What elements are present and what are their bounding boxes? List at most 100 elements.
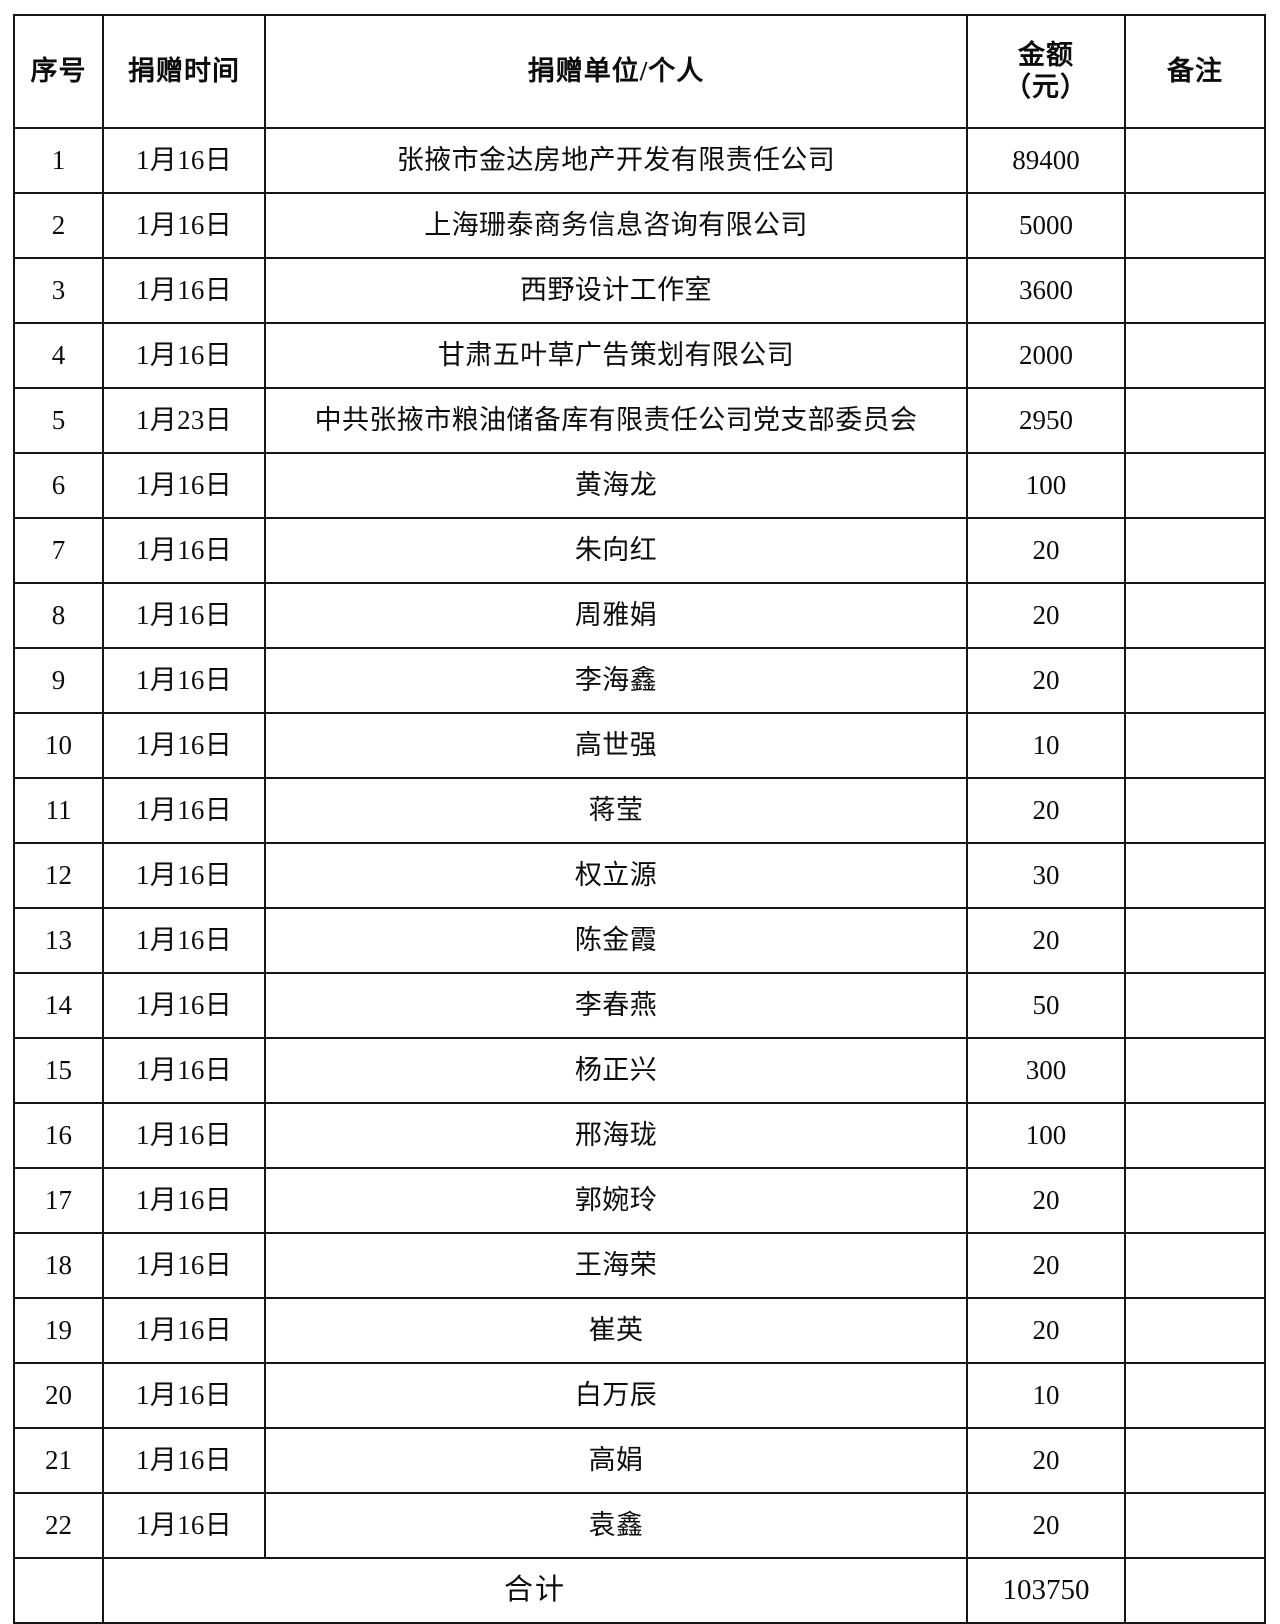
document-page: 序号 捐赠时间 捐赠单位/个人 金额 （元） 备注 1 1月16日 张掖市金达房地产… — [13, 14, 1266, 1624]
row-index: 7 — [13, 517, 104, 584]
row-note — [1124, 1037, 1266, 1104]
table-header: 序号 捐赠时间 捐赠单位/个人 金额 （元） 备注 — [13, 14, 1266, 129]
row-index: 4 — [13, 322, 104, 389]
row-note — [1124, 387, 1266, 454]
row-index: 1 — [13, 127, 104, 194]
row-donation-date: 1月16日 — [102, 777, 266, 844]
table-row: 20 1月16日 白万辰 10 — [13, 1362, 1266, 1429]
table-row: 5 1月23日 中共张掖市粮油储备库有限责任公司党支部委员会 2950 — [13, 387, 1266, 454]
total-label: 合计 — [102, 1557, 968, 1624]
row-donor-name: 黄海龙 — [264, 452, 968, 519]
table-row: 2 1月16日 上海珊泰商务信息咨询有限公司 5000 — [13, 192, 1266, 259]
column-header-amount-line1: 金额 — [1018, 39, 1074, 70]
row-amount: 5000 — [966, 192, 1126, 259]
row-note — [1124, 582, 1266, 649]
row-donor-name: 西野设计工作室 — [264, 257, 968, 324]
row-note — [1124, 1297, 1266, 1364]
row-donor-name: 甘肃五叶草广告策划有限公司 — [264, 322, 968, 389]
column-header-amount-line2: （元） — [1004, 71, 1088, 102]
row-note — [1124, 1167, 1266, 1234]
table-total-row: 合计 103750 — [13, 1557, 1266, 1624]
table-body: 1 1月16日 张掖市金达房地产开发有限责任公司 89400 2 1月16日 上海珊泰商务信… — [13, 127, 1266, 1624]
donation-detail-table: 序号 捐赠时间 捐赠单位/个人 金额 （元） 备注 1 1月16日 张掖市金达房地产… — [13, 14, 1266, 1624]
row-donation-date: 1月16日 — [102, 842, 266, 909]
column-header-donor: 捐赠单位/个人 — [264, 14, 968, 129]
row-index: 16 — [13, 1102, 104, 1169]
row-index: 15 — [13, 1037, 104, 1104]
row-index: 19 — [13, 1297, 104, 1364]
row-note — [1124, 517, 1266, 584]
row-donation-date: 1月16日 — [102, 1492, 266, 1559]
table-row: 6 1月16日 黄海龙 100 — [13, 452, 1266, 519]
row-index: 9 — [13, 647, 104, 714]
row-note — [1124, 1102, 1266, 1169]
row-amount: 10 — [966, 1362, 1126, 1429]
row-amount: 20 — [966, 647, 1126, 714]
row-donor-name: 杨正兴 — [264, 1037, 968, 1104]
table-row: 22 1月16日 袁鑫 20 — [13, 1492, 1266, 1559]
row-amount: 2950 — [966, 387, 1126, 454]
row-amount: 20 — [966, 1492, 1126, 1559]
row-donor-name: 权立源 — [264, 842, 968, 909]
table-row: 13 1月16日 陈金霞 20 — [13, 907, 1266, 974]
row-donor-name: 朱向红 — [264, 517, 968, 584]
row-index: 21 — [13, 1427, 104, 1494]
row-note — [1124, 322, 1266, 389]
table-row: 1 1月16日 张掖市金达房地产开发有限责任公司 89400 — [13, 127, 1266, 194]
row-index: 6 — [13, 452, 104, 519]
row-amount: 30 — [966, 842, 1126, 909]
table-row: 14 1月16日 李春燕 50 — [13, 972, 1266, 1039]
row-donor-name: 张掖市金达房地产开发有限责任公司 — [264, 127, 968, 194]
row-donation-date: 1月16日 — [102, 1362, 266, 1429]
row-amount: 10 — [966, 712, 1126, 779]
row-amount: 20 — [966, 1427, 1126, 1494]
row-donation-date: 1月16日 — [102, 972, 266, 1039]
row-donation-date: 1月16日 — [102, 192, 266, 259]
row-amount: 20 — [966, 517, 1126, 584]
row-donor-name: 崔英 — [264, 1297, 968, 1364]
row-donor-name: 上海珊泰商务信息咨询有限公司 — [264, 192, 968, 259]
row-index: 11 — [13, 777, 104, 844]
row-index: 3 — [13, 257, 104, 324]
table-row: 19 1月16日 崔英 20 — [13, 1297, 1266, 1364]
row-donation-date: 1月16日 — [102, 1037, 266, 1104]
row-note — [1124, 907, 1266, 974]
row-amount: 20 — [966, 1232, 1126, 1299]
row-index: 20 — [13, 1362, 104, 1429]
table-row: 11 1月16日 蒋莹 20 — [13, 777, 1266, 844]
row-donation-date: 1月16日 — [102, 1232, 266, 1299]
row-donation-date: 1月16日 — [102, 907, 266, 974]
row-donation-date: 1月16日 — [102, 1297, 266, 1364]
row-amount: 100 — [966, 1102, 1126, 1169]
row-donor-name: 袁鑫 — [264, 1492, 968, 1559]
row-amount: 20 — [966, 777, 1126, 844]
row-note — [1124, 777, 1266, 844]
row-amount: 50 — [966, 972, 1126, 1039]
table-row: 15 1月16日 杨正兴 300 — [13, 1037, 1266, 1104]
table-row: 21 1月16日 高娟 20 — [13, 1427, 1266, 1494]
row-donation-date: 1月23日 — [102, 387, 266, 454]
row-amount: 20 — [966, 582, 1126, 649]
row-donor-name: 蒋莹 — [264, 777, 968, 844]
row-donor-name: 邢海珑 — [264, 1102, 968, 1169]
row-note — [1124, 452, 1266, 519]
row-amount: 20 — [966, 1167, 1126, 1234]
row-amount: 2000 — [966, 322, 1126, 389]
row-donation-date: 1月16日 — [102, 712, 266, 779]
row-donation-date: 1月16日 — [102, 647, 266, 714]
row-index: 13 — [13, 907, 104, 974]
row-index: 17 — [13, 1167, 104, 1234]
row-note — [1124, 127, 1266, 194]
row-donation-date: 1月16日 — [102, 1102, 266, 1169]
row-donor-name: 李海鑫 — [264, 647, 968, 714]
row-donation-date: 1月16日 — [102, 127, 266, 194]
row-note — [1124, 842, 1266, 909]
table-row: 9 1月16日 李海鑫 20 — [13, 647, 1266, 714]
row-index: 8 — [13, 582, 104, 649]
total-amount: 103750 — [966, 1557, 1126, 1624]
row-donation-date: 1月16日 — [102, 452, 266, 519]
row-note — [1124, 1427, 1266, 1494]
row-donor-name: 高世强 — [264, 712, 968, 779]
row-note — [1124, 1232, 1266, 1299]
table-row: 7 1月16日 朱向红 20 — [13, 517, 1266, 584]
